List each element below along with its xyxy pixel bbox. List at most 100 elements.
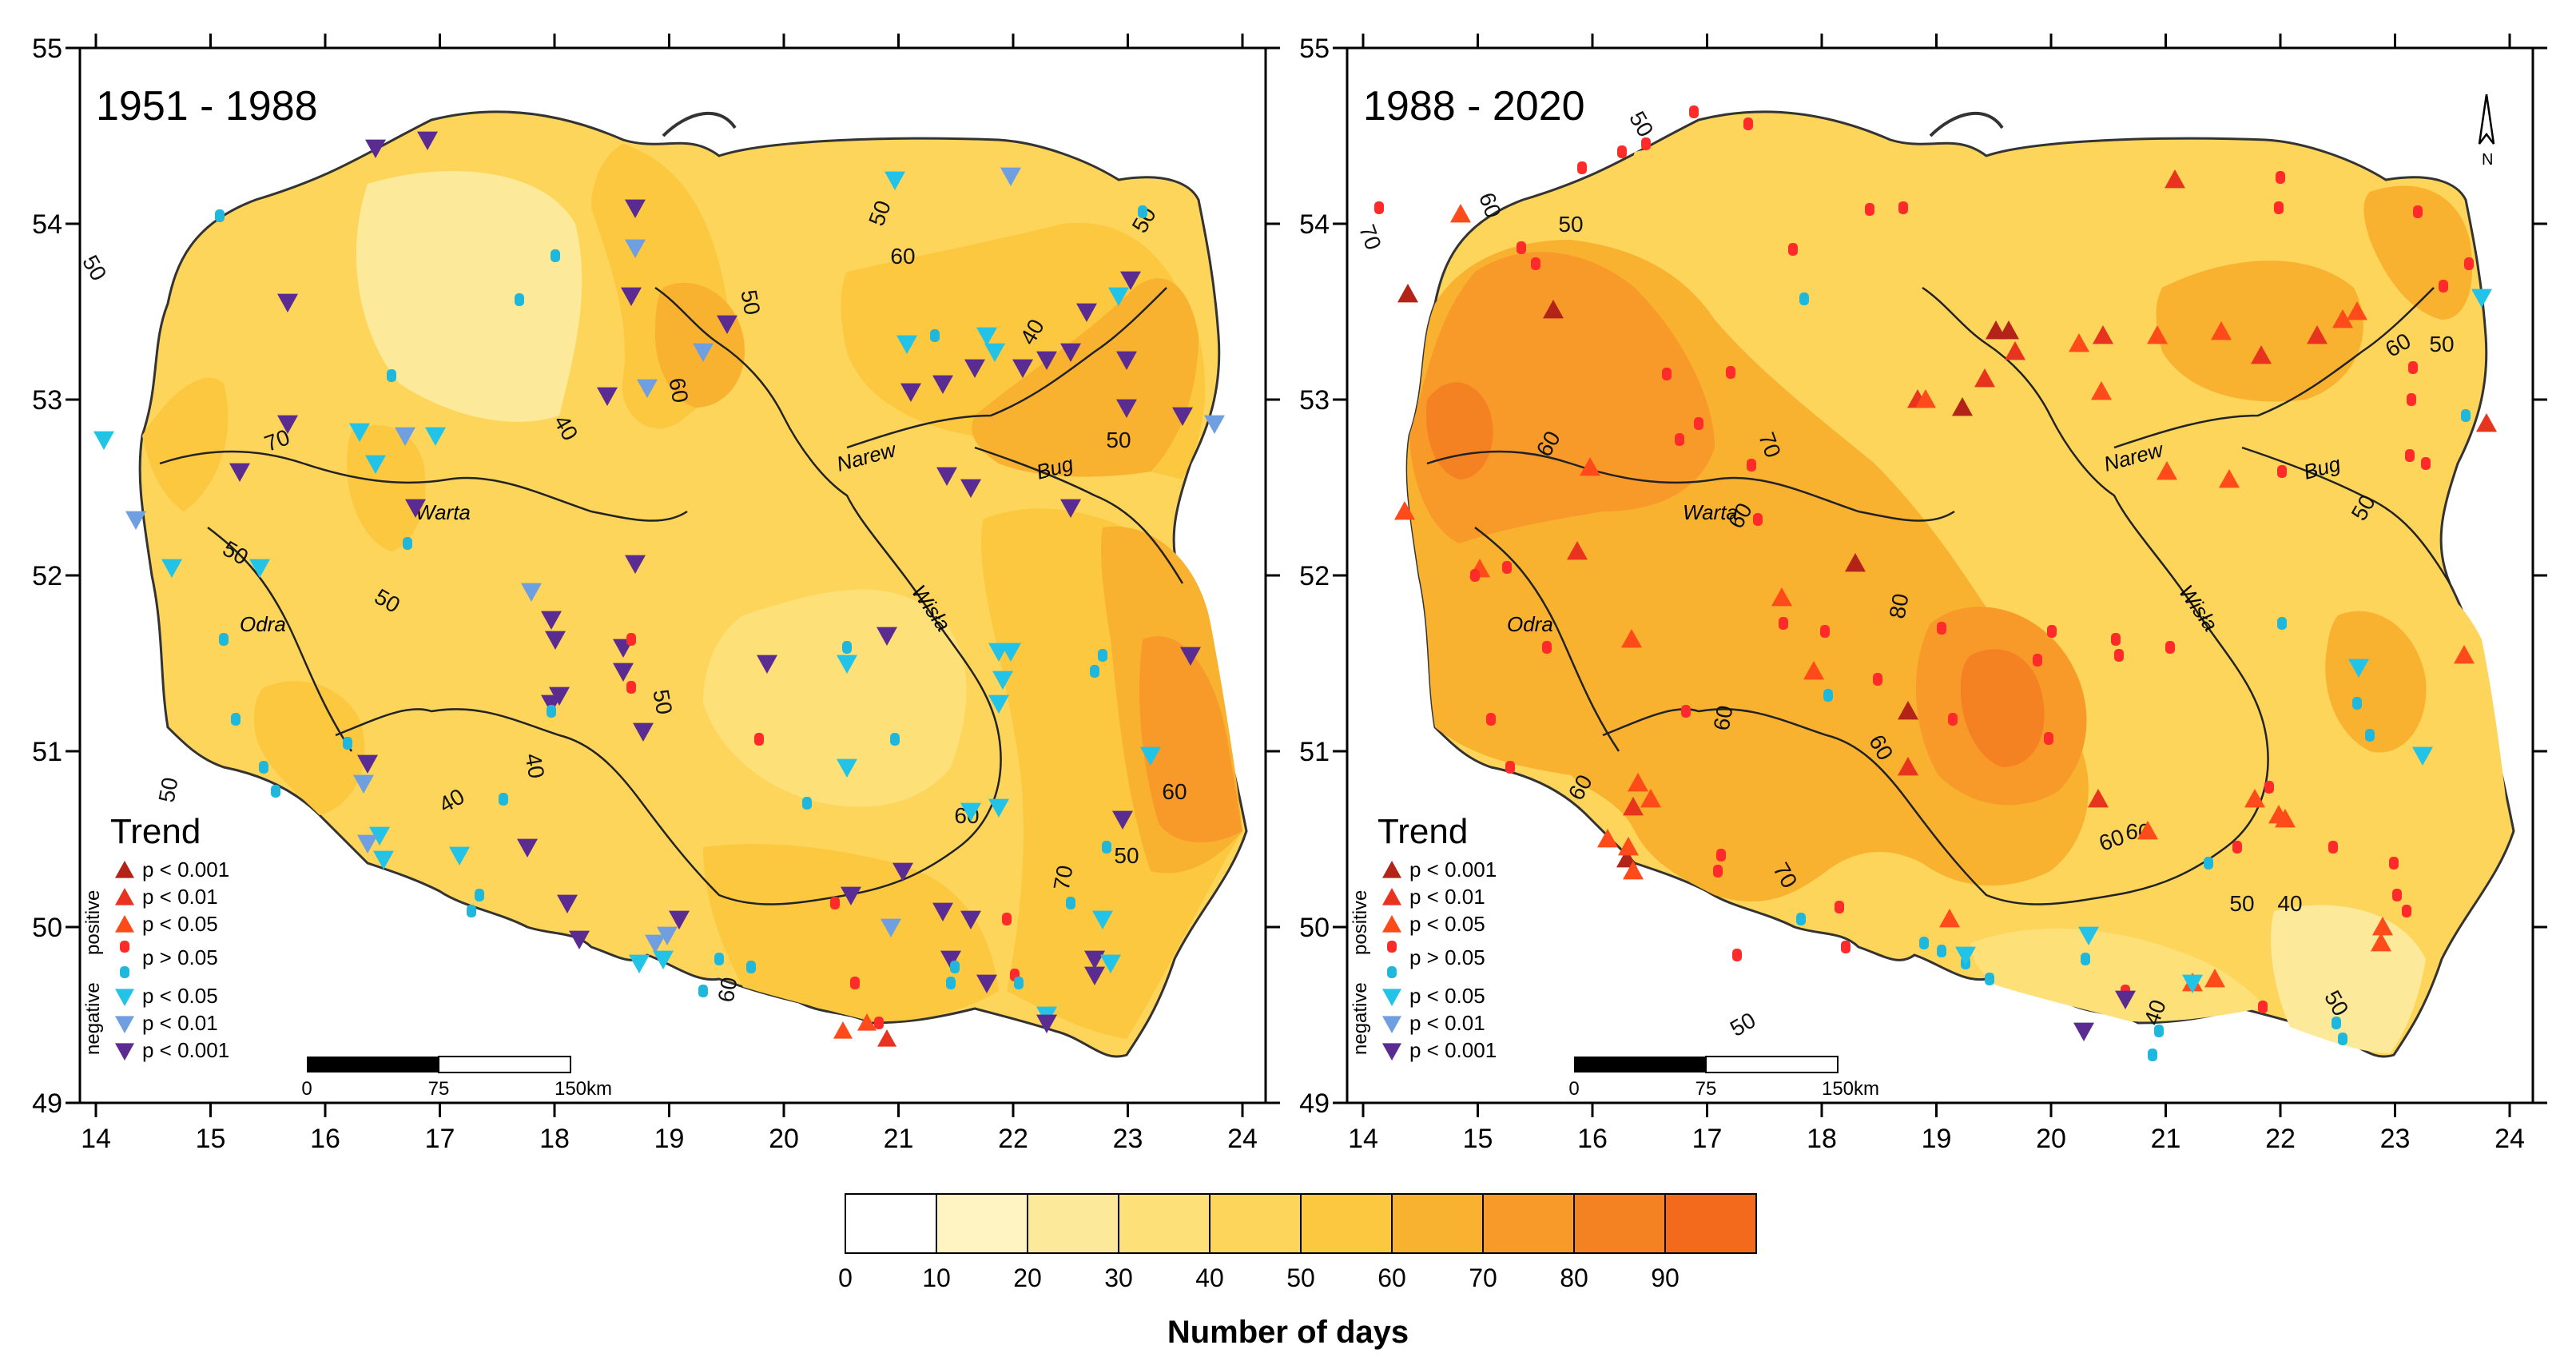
- nonsignificant-marker: [1002, 913, 1012, 925]
- scale-segment: [1574, 1057, 1706, 1072]
- nonsignificant-marker: [271, 785, 280, 798]
- negative-trend-marker: [357, 834, 378, 854]
- nonsignificant-marker: [2081, 953, 2090, 965]
- y-tick-label: 54: [1299, 209, 1330, 240]
- x-tick-label: 22: [998, 1124, 1028, 1154]
- y-tick-label: 49: [1299, 1088, 1330, 1119]
- x-tick-label: 17: [425, 1124, 455, 1154]
- negative-trend-marker: [277, 415, 298, 434]
- positive-trend-marker: [1623, 797, 1644, 816]
- nonsignificant-marker: [1617, 145, 1627, 158]
- negative-trend-marker: [161, 559, 182, 578]
- negative-trend-marker: [425, 427, 446, 446]
- negative-trend-marker: [1116, 399, 1137, 418]
- x-tick-label: 16: [310, 1124, 340, 1154]
- positive-trend-marker: [2251, 345, 2272, 364]
- contour-label: 60: [1162, 779, 1187, 804]
- scale-segment: [1705, 1056, 1839, 1073]
- x-tick-label: 19: [1922, 1124, 1952, 1154]
- nonsignificant-marker: [2232, 841, 2242, 854]
- positive-trend-marker: [2093, 325, 2113, 344]
- positive-trend-marker: [1382, 861, 1401, 878]
- legend-dot-negative: [120, 966, 129, 978]
- x-tick-label: 14: [1348, 1124, 1378, 1154]
- x-tick-label: 14: [81, 1124, 111, 1154]
- nonsignificant-marker: [1681, 705, 1691, 718]
- nonsignificant-marker: [2328, 841, 2338, 854]
- x-tick-label: 21: [884, 1124, 914, 1154]
- nonsignificant-marker: [2033, 654, 2042, 667]
- nonsignificant-marker: [1098, 649, 1107, 662]
- negative-trend-marker: [1204, 415, 1225, 434]
- negative-trend-marker: [2412, 746, 2433, 766]
- nonsignificant-marker: [1919, 937, 1929, 949]
- station-markers: [1374, 105, 2497, 1061]
- legend-item-label: p < 0.01: [1409, 885, 1485, 909]
- negative-trend-marker: [757, 655, 777, 674]
- negative-trend-marker: [932, 902, 953, 921]
- nonsignificant-marker: [2277, 617, 2287, 630]
- colorbar-title: Number of days: [1167, 1315, 1409, 1350]
- positive-trend-marker: [1628, 773, 1648, 792]
- nonsignificant-marker: [746, 961, 756, 973]
- negative-trend-marker: [960, 802, 981, 822]
- negative-trend-marker: [1060, 343, 1081, 362]
- negative-trend-marker: [521, 583, 542, 602]
- positive-trend-marker: [2307, 325, 2328, 344]
- nonsignificant-marker: [1747, 459, 1756, 472]
- north-label: N: [2482, 151, 2493, 169]
- x-tick-label: 24: [2495, 1124, 2525, 1154]
- y-tick-label: 52: [1299, 561, 1330, 591]
- positive-trend-marker: [2332, 309, 2353, 328]
- contour-region: [972, 278, 1199, 477]
- contour-region: [142, 377, 229, 511]
- scale-bar: 0 75 150 km: [301, 1056, 612, 1100]
- negative-trend-marker: [625, 555, 646, 574]
- colorbar-tick-label: 50: [1286, 1264, 1315, 1292]
- negative-trend-marker: [569, 930, 590, 949]
- negative-trend-marker: [2078, 926, 2099, 945]
- colorbar-tick-label: 30: [1104, 1264, 1133, 1292]
- nonsignificant-marker: [1066, 897, 1075, 909]
- colorbar-tick-label: 90: [1651, 1264, 1680, 1292]
- nonsignificant-marker: [2274, 201, 2284, 214]
- positive-trend-marker: [877, 1029, 896, 1047]
- negative-trend-marker: [115, 989, 134, 1006]
- scale-bar: 0 75 150 km: [1568, 1056, 1879, 1100]
- positive-trend-marker: [2211, 321, 2232, 340]
- nonsignificant-marker: [2461, 409, 2471, 422]
- y-tick-label: 54: [32, 209, 62, 240]
- positive-trend-marker: [1616, 849, 1637, 868]
- colorbar-class: [936, 1193, 1028, 1254]
- negative-trend-marker: [653, 950, 674, 969]
- contour-region: [703, 589, 967, 807]
- nonsignificant-marker: [1486, 713, 1496, 726]
- nonsignificant-marker: [1713, 865, 1723, 878]
- nonsignificant-marker: [1820, 625, 1830, 638]
- river-label-odra: Odra: [1507, 612, 1553, 636]
- negative-trend-marker: [932, 375, 953, 394]
- colorbar-class: [845, 1193, 937, 1254]
- nonsignificant-marker: [2111, 633, 2121, 646]
- x-tick-label: 24: [1227, 1124, 1258, 1154]
- positive-trend-marker: [1898, 701, 1918, 720]
- legend-dot-positive: [120, 941, 129, 953]
- contour-label: 50: [1106, 428, 1131, 452]
- negative-trend-marker: [1000, 643, 1021, 662]
- nonsignificant-marker: [467, 905, 476, 917]
- positive-trend-marker: [1382, 915, 1401, 933]
- negative-trend-marker: [988, 694, 1009, 714]
- nonsignificant-marker: [259, 761, 268, 774]
- contour-label: 80: [1885, 591, 1914, 620]
- nonsignificant-marker: [1675, 433, 1684, 446]
- nonsignificant-marker: [802, 797, 812, 810]
- positive-trend-marker: [857, 1013, 877, 1031]
- coast-spit: [1929, 112, 2004, 137]
- nonsignificant-marker: [2258, 1001, 2268, 1013]
- negative-trend-marker: [629, 954, 650, 973]
- nonsignificant-marker: [1985, 973, 1994, 985]
- contour-region: [1426, 382, 1493, 480]
- colorbar-class: [1482, 1193, 1575, 1254]
- negative-trend-marker: [1120, 271, 1141, 290]
- colorbar-tick-label: 0: [838, 1264, 853, 1292]
